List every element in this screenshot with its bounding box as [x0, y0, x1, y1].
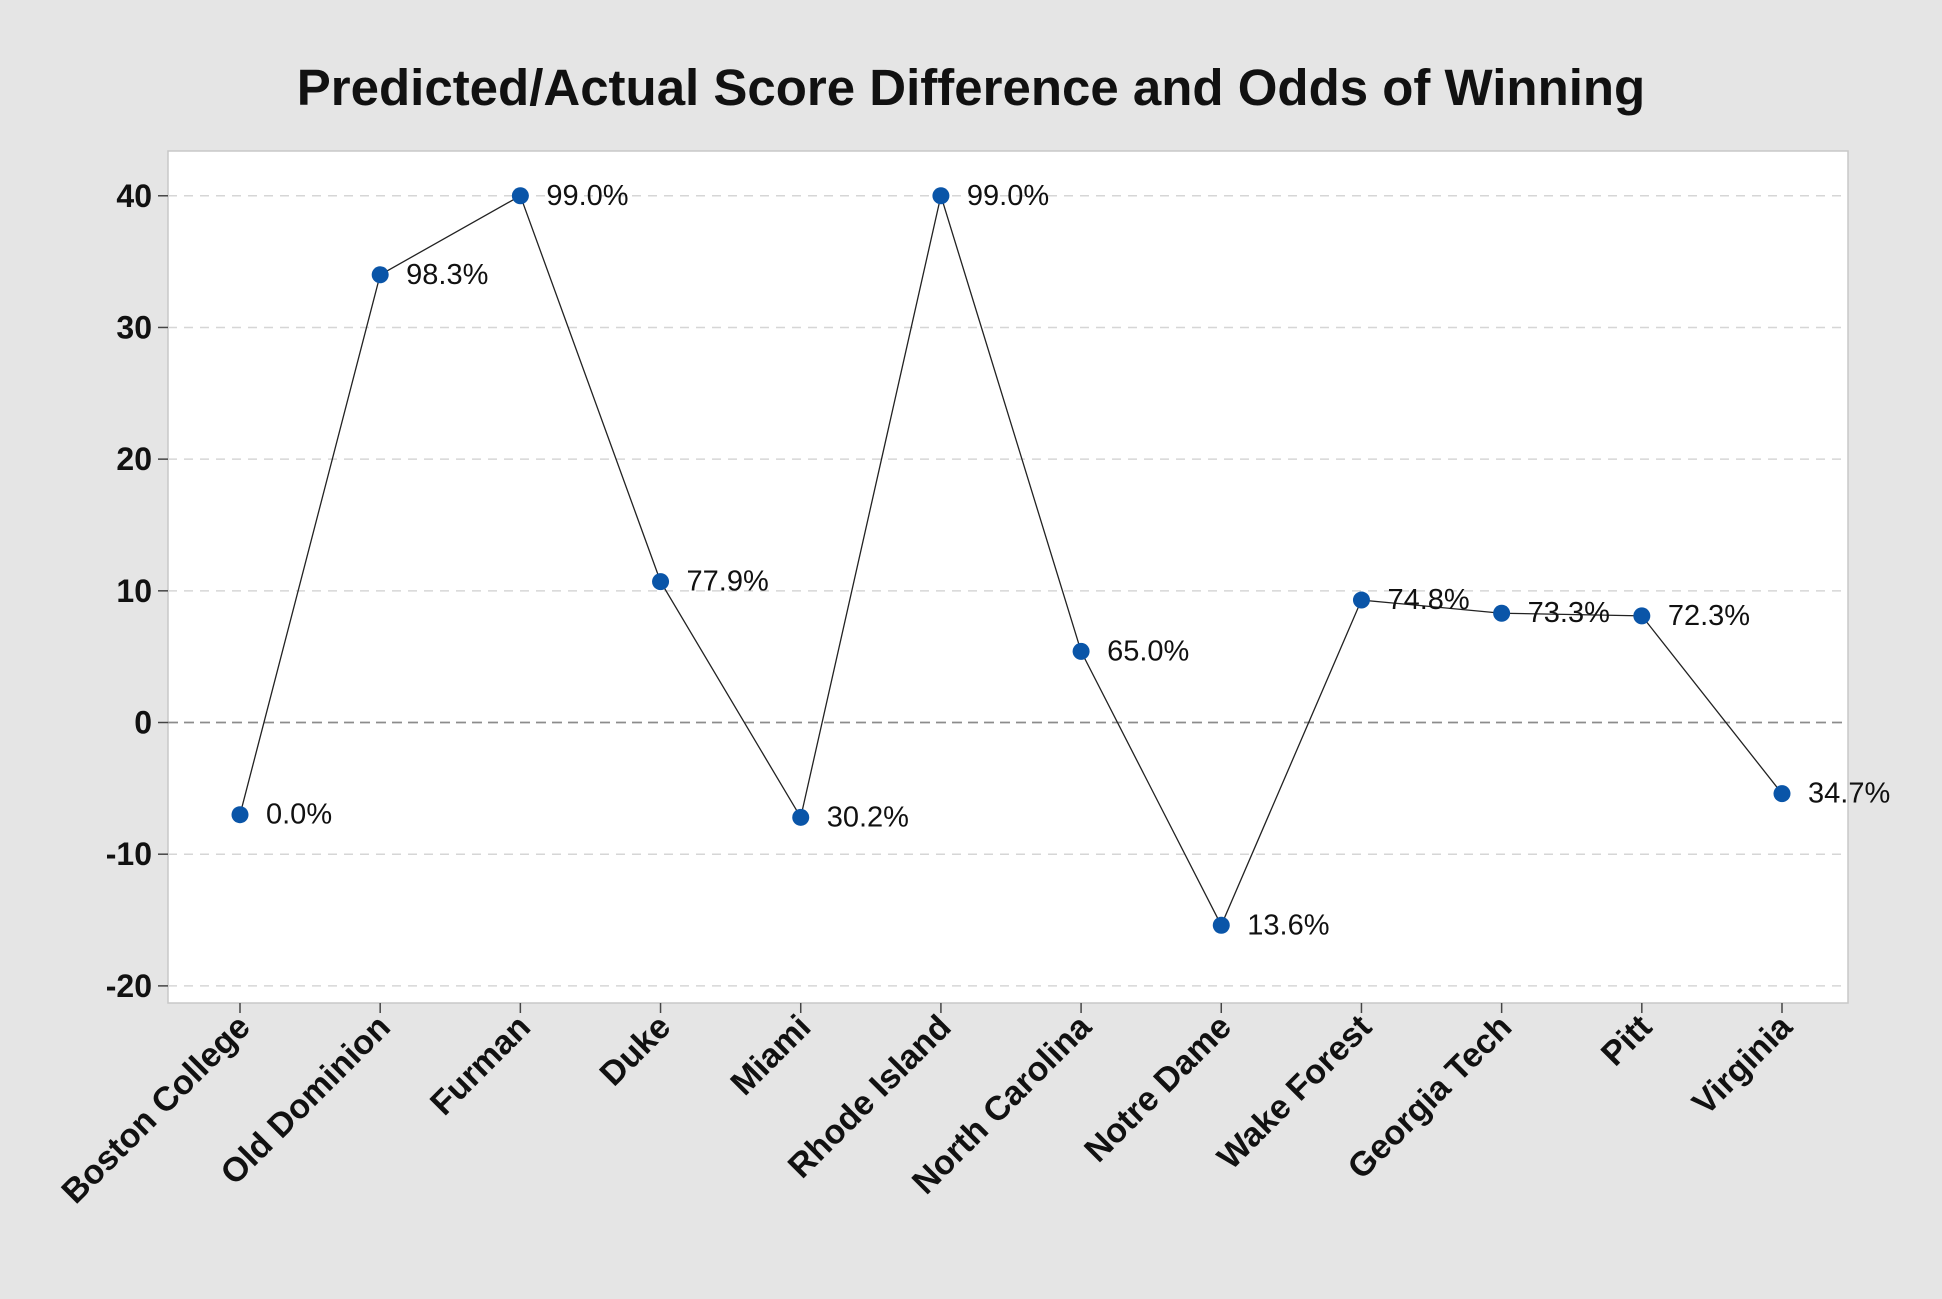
data-label: 74.8%	[1387, 584, 1469, 616]
data-label: 65.0%	[1107, 635, 1189, 667]
data-label: 98.3%	[406, 259, 488, 291]
data-label: 73.3%	[1528, 597, 1610, 629]
data-point	[1352, 591, 1370, 609]
data-labels: 0.0% 98.3% 99.0% 77.9% 30.2% 99.0% 65.0% 13.6% 7…	[266, 180, 1890, 942]
data-point	[932, 187, 950, 205]
series-line	[239, 193, 1783, 927]
data-point	[792, 808, 810, 826]
data-point	[231, 806, 249, 824]
y-tick-label: -20	[106, 968, 152, 1004]
y-axis: -20 -10 0 10 20 30 40	[106, 178, 168, 1004]
data-label: 72.3%	[1668, 600, 1750, 632]
data-label: 99.0%	[967, 180, 1049, 212]
data-point	[1072, 642, 1090, 660]
data-point	[371, 266, 389, 284]
y-tick-label: 30	[116, 309, 152, 345]
data-point	[1493, 604, 1511, 622]
y-tick-label: 40	[116, 178, 152, 214]
data-label: 0.0%	[266, 799, 332, 831]
data-label: 77.9%	[687, 566, 769, 598]
data-label: 13.6%	[1247, 909, 1329, 941]
data-label: 34.7%	[1808, 778, 1890, 810]
data-point	[1633, 607, 1651, 625]
data-point	[1773, 785, 1791, 803]
series	[231, 187, 1791, 934]
data-label: 99.0%	[546, 180, 628, 212]
y-tick-label: 0	[134, 705, 152, 741]
y-tick-label: -10	[106, 836, 152, 872]
plot-area	[167, 150, 1849, 1004]
data-point	[652, 573, 670, 591]
y-tick-label: 10	[116, 573, 152, 609]
data-label: 30.2%	[827, 801, 909, 833]
chart-title: Predicted/Actual Score Difference and Od…	[297, 59, 1645, 116]
data-point	[1212, 916, 1230, 934]
y-tick-label: 20	[116, 441, 152, 477]
gridlines	[168, 195, 1848, 987]
data-point	[511, 187, 529, 205]
